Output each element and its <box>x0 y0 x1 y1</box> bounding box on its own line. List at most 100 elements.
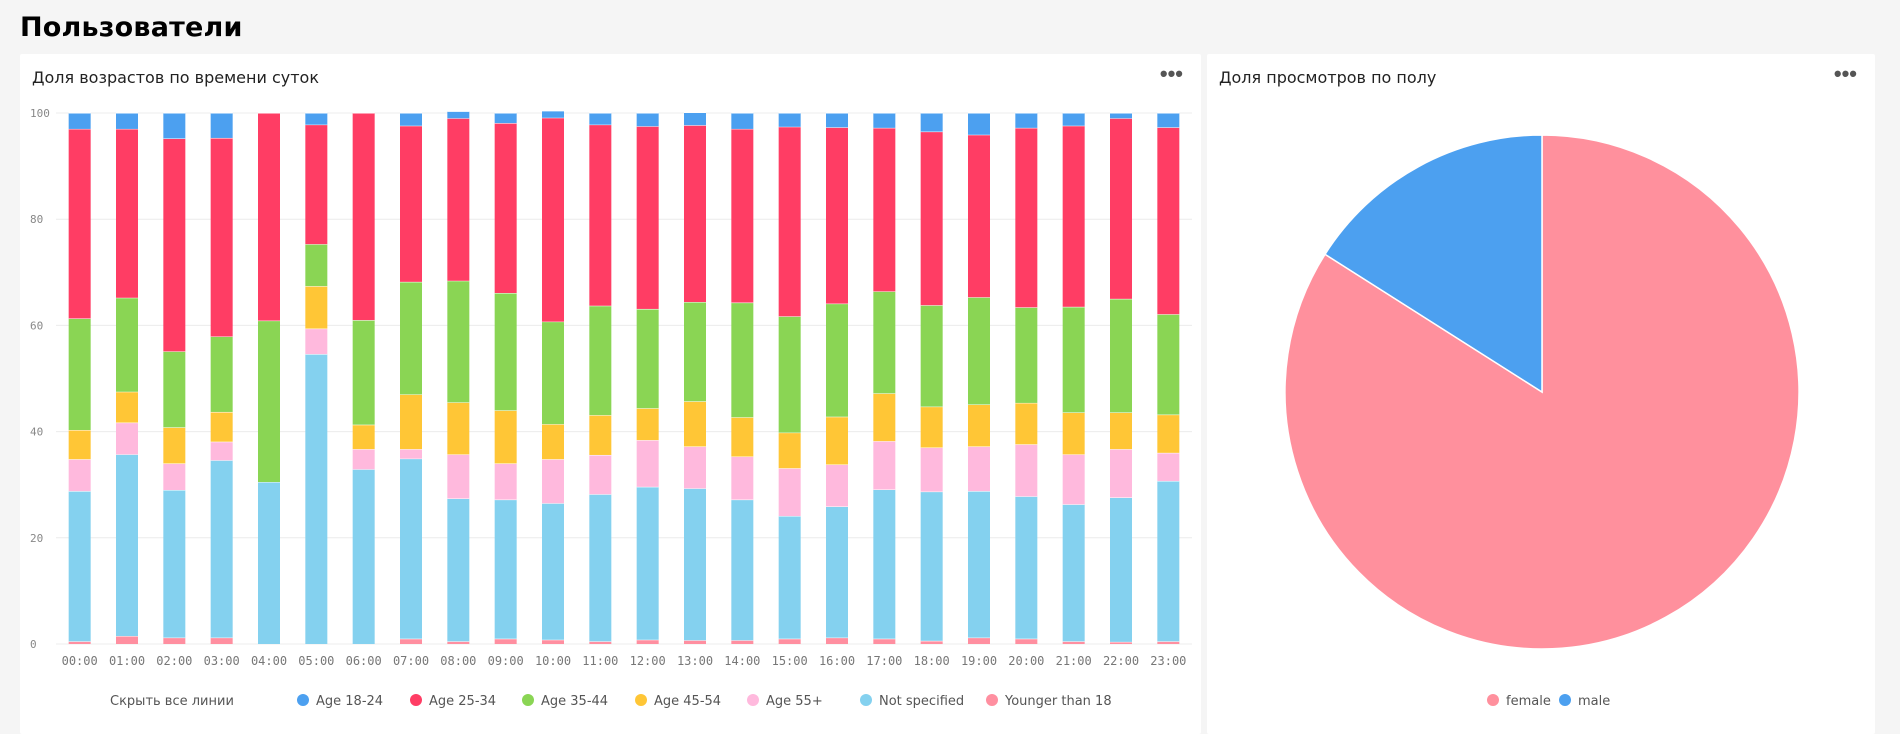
bar-segment-age-35-44[interactable] <box>731 302 754 418</box>
bar-segment-age-18-24[interactable] <box>778 113 801 127</box>
bar-segment-age-45-54[interactable] <box>1015 402 1038 445</box>
bar-segment-not-specified[interactable] <box>116 454 138 637</box>
bar-segment-age-18-24[interactable] <box>636 113 659 127</box>
bar-segment-not-specified[interactable] <box>873 489 896 639</box>
bar-segment-age-55[interactable] <box>542 459 564 504</box>
bar-segment-age-35-44[interactable] <box>1062 306 1085 413</box>
bar-segment-age-55[interactable] <box>352 449 375 470</box>
bar-segment-younger-than-18[interactable] <box>542 639 564 644</box>
bar-segment-age-45-54[interactable] <box>400 394 422 450</box>
legend-item-age-35-44[interactable]: Age 35-44 <box>522 694 608 709</box>
bar-segment-age-45-54[interactable] <box>684 401 706 447</box>
bar-segment-age-35-44[interactable] <box>589 305 612 416</box>
bar-segment-younger-than-18[interactable] <box>1110 641 1132 644</box>
bar-segment-younger-than-18[interactable] <box>778 638 801 644</box>
legend-item-female[interactable]: female <box>1487 694 1551 709</box>
bar-segment-younger-than-18[interactable] <box>731 640 754 644</box>
bar-segment-younger-than-18[interactable] <box>684 640 706 644</box>
bar-segment-age-18-24[interactable] <box>1015 113 1038 128</box>
bar-segment-age-55[interactable] <box>1062 454 1085 505</box>
bar-segment-age-18-24[interactable] <box>163 113 186 139</box>
bar-segment-age-25-34[interactable] <box>1062 125 1085 307</box>
bar-segment-not-specified[interactable] <box>210 460 233 638</box>
bar-segment-age-55[interactable] <box>305 328 328 355</box>
bar-segment-age-35-44[interactable] <box>542 321 564 425</box>
bar-segment-age-18-24[interactable] <box>116 113 138 129</box>
bar-segment-not-specified[interactable] <box>731 499 754 641</box>
bar-segment-age-35-44[interactable] <box>1015 307 1038 403</box>
bar-segment-age-18-24[interactable] <box>68 113 91 129</box>
bar-segment-not-specified[interactable] <box>352 469 375 644</box>
bar-segment-age-55[interactable] <box>684 446 706 489</box>
bar-segment-age-25-34[interactable] <box>778 126 801 317</box>
bar-segment-not-specified[interactable] <box>163 490 186 638</box>
bar-segment-age-45-54[interactable] <box>494 410 517 464</box>
bar-segment-age-25-34[interactable] <box>305 124 328 245</box>
bar-segment-age-18-24[interactable] <box>1157 113 1180 128</box>
bar-segment-age-35-44[interactable] <box>1157 314 1180 415</box>
bar-segment-age-25-34[interactable] <box>447 118 470 281</box>
bar-segment-age-25-34[interactable] <box>873 127 896 292</box>
bar-segment-younger-than-18[interactable] <box>494 638 517 644</box>
bar-segment-age-18-24[interactable] <box>542 110 564 118</box>
gender-card-menu-button[interactable]: ••• <box>1833 61 1857 86</box>
bar-segment-age-18-24[interactable] <box>684 112 706 126</box>
bar-segment-age-55[interactable] <box>1015 444 1038 497</box>
bar-segment-younger-than-18[interactable] <box>210 637 233 644</box>
bar-segment-age-45-54[interactable] <box>1157 414 1180 453</box>
bar-segment-age-18-24[interactable] <box>826 113 848 128</box>
bar-segment-age-25-34[interactable] <box>68 128 91 319</box>
bar-segment-age-55[interactable] <box>1157 452 1180 481</box>
bar-segment-younger-than-18[interactable] <box>1062 641 1085 644</box>
bar-segment-age-35-44[interactable] <box>163 351 186 428</box>
legend-item-age-55[interactable]: Age 55+ <box>747 694 823 709</box>
bar-segment-age-18-24[interactable] <box>968 113 990 135</box>
bar-segment-age-25-34[interactable] <box>826 127 848 304</box>
bar-segment-younger-than-18[interactable] <box>826 637 848 644</box>
bar-segment-not-specified[interactable] <box>494 499 517 639</box>
pie-slice-female[interactable] <box>1284 134 1800 650</box>
bar-segment-younger-than-18[interactable] <box>920 640 943 644</box>
bar-segment-not-specified[interactable] <box>305 354 328 644</box>
bar-segment-age-35-44[interactable] <box>684 302 706 402</box>
bar-segment-age-35-44[interactable] <box>1110 298 1132 413</box>
bar-segment-not-specified[interactable] <box>589 494 612 642</box>
bar-segment-age-55[interactable] <box>163 463 186 491</box>
bar-segment-age-55[interactable] <box>116 422 138 455</box>
bar-segment-age-25-34[interactable] <box>920 131 943 306</box>
bar-segment-not-specified[interactable] <box>258 482 280 644</box>
bar-segment-age-35-44[interactable] <box>447 280 470 403</box>
bar-segment-age-45-54[interactable] <box>116 391 138 423</box>
bar-segment-younger-than-18[interactable] <box>636 639 659 644</box>
bar-segment-age-55[interactable] <box>873 441 896 490</box>
bar-segment-age-35-44[interactable] <box>210 336 233 412</box>
bar-segment-younger-than-18[interactable] <box>116 636 138 644</box>
bar-segment-not-specified[interactable] <box>920 491 943 641</box>
bar-segment-age-45-54[interactable] <box>731 417 754 457</box>
legend-item-not-specified[interactable]: Not specified <box>860 694 964 709</box>
bar-segment-age-35-44[interactable] <box>258 320 280 483</box>
bar-segment-age-35-44[interactable] <box>494 293 517 411</box>
bar-segment-age-18-24[interactable] <box>920 113 943 132</box>
bar-segment-not-specified[interactable] <box>1110 497 1132 642</box>
bar-segment-age-18-24[interactable] <box>447 111 470 119</box>
bar-segment-age-45-54[interactable] <box>163 427 186 464</box>
legend-item-younger-than-18[interactable]: Younger than 18 <box>986 694 1112 709</box>
bar-segment-age-25-34[interactable] <box>210 137 233 337</box>
bar-segment-not-specified[interactable] <box>68 491 91 642</box>
bar-segment-age-55[interactable] <box>920 447 943 492</box>
bar-segment-age-45-54[interactable] <box>1110 412 1132 450</box>
bar-segment-younger-than-18[interactable] <box>1157 641 1180 644</box>
bar-segment-age-55[interactable] <box>826 464 848 507</box>
bar-segment-age-35-44[interactable] <box>968 297 990 405</box>
bar-segment-age-18-24[interactable] <box>210 113 233 138</box>
bar-segment-age-18-24[interactable] <box>494 113 517 124</box>
bar-segment-age-55[interactable] <box>494 463 517 500</box>
bar-segment-age-45-54[interactable] <box>542 424 564 460</box>
bar-segment-not-specified[interactable] <box>826 506 848 638</box>
bar-segment-age-18-24[interactable] <box>305 113 328 125</box>
bar-segment-age-45-54[interactable] <box>636 408 659 441</box>
bar-segment-not-specified[interactable] <box>968 491 990 638</box>
bar-segment-age-55[interactable] <box>636 440 659 487</box>
bar-segment-age-25-34[interactable] <box>589 124 612 306</box>
